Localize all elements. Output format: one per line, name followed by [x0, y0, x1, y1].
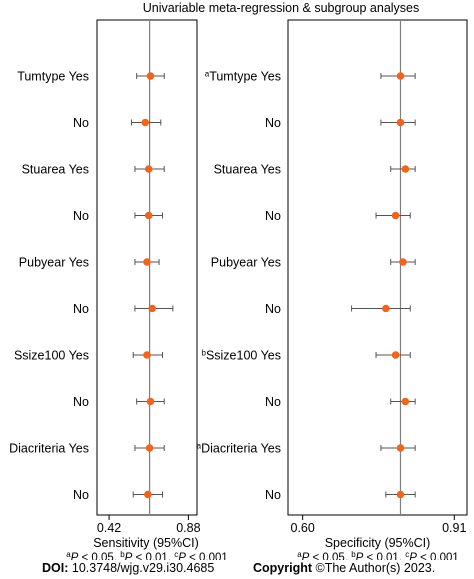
- sensitivity-estimate-point: [141, 118, 150, 127]
- sensitivity-row-label: No: [73, 302, 89, 316]
- specificity-row-label: aDiacriteria Yes: [197, 441, 281, 456]
- sensitivity-footnote: aP < 0.05, bP < 0.01, cP < 0.001: [66, 550, 228, 561]
- copyright-label: Copyright: [253, 561, 313, 575]
- sensitivity-estimate-point: [144, 165, 153, 173]
- specificity-x-tick-label: 0.60: [291, 521, 315, 535]
- citation-footer: DOI: 10.3748/wjg.v29.i30.4685 Copyright …: [0, 560, 474, 579]
- sensitivity-row-label: Diacriteria Yes: [9, 442, 89, 456]
- sensitivity-estimate-point: [145, 444, 154, 452]
- copyright-text: Copyright ©The Author(s) 2023.: [253, 561, 435, 575]
- copyright-value: ©The Author(s) 2023.: [312, 561, 436, 575]
- specificity-estimate-point: [382, 304, 390, 313]
- specificity-row-label: Stuarea Yes: [214, 163, 281, 177]
- specificity-row-label: aTumtype Yes: [205, 69, 281, 84]
- specificity-x-axis-label: Specificity (95%CI): [325, 536, 431, 550]
- sensitivity-x-axis-label: Sensitivity (95%CI): [93, 536, 199, 550]
- doi-value: 10.3748/wjg.v29.i30.4685: [68, 561, 215, 575]
- sensitivity-plot-frame: [96, 19, 198, 516]
- specificity-estimate-point: [391, 211, 400, 220]
- specificity-estimate-point: [396, 72, 405, 80]
- sensitivity-row-label: Ssize100 Yes: [14, 349, 89, 363]
- specificity-row-label: No: [265, 116, 281, 130]
- chart-title: Univariable meta-regression & subgroup a…: [143, 1, 420, 15]
- specificity-estimate-point: [401, 397, 410, 406]
- specificity-estimate-point: [396, 490, 405, 499]
- specificity-estimate-point: [396, 444, 405, 452]
- doi-label: DOI:: [42, 561, 69, 575]
- sensitivity-x-tick-label: 0.42: [97, 521, 121, 535]
- sensitivity-estimate-point: [148, 304, 156, 313]
- specificity-row-label: Pubyear Yes: [211, 256, 281, 270]
- specificity-estimate-point: [401, 165, 410, 173]
- sensitivity-row-label: No: [73, 395, 89, 409]
- sensitivity-estimate-point: [146, 72, 155, 80]
- specificity-estimate-point: [391, 351, 400, 359]
- sensitivity-row-label: Stuarea Yes: [22, 163, 89, 177]
- forest-plot-chart: Univariable meta-regression & subgroup a…: [9, 1, 468, 561]
- specificity-footnote: aP < 0.05, bP < 0.01, cP < 0.001: [297, 550, 459, 561]
- specificity-x-tick-label: 0.91: [442, 521, 466, 535]
- sensitivity-estimate-point: [146, 397, 155, 406]
- sensitivity-row-label: No: [73, 488, 89, 502]
- specificity-row-label: No: [265, 395, 281, 409]
- specificity-row-label: bSsize100 Yes: [201, 348, 281, 363]
- specificity-row-label: No: [265, 302, 281, 316]
- sensitivity-estimate-point: [144, 211, 153, 220]
- doi-text: DOI: 10.3748/wjg.v29.i30.4685: [42, 561, 214, 575]
- sensitivity-estimate-point: [143, 258, 151, 266]
- specificity-row-label: No: [265, 209, 281, 223]
- sensitivity-estimate-point: [143, 351, 151, 359]
- sensitivity-row-label: No: [73, 209, 89, 223]
- sensitivity-estimate-point: [144, 490, 152, 499]
- sensitivity-row-label: Pubyear Yes: [19, 256, 89, 270]
- sensitivity-row-label: No: [73, 116, 89, 130]
- specificity-plot-frame: [287, 19, 468, 516]
- sensitivity-x-tick-label: 0.88: [176, 521, 200, 535]
- specificity-row-label: No: [265, 488, 281, 502]
- sensitivity-row-label: Tumtype Yes: [17, 70, 89, 84]
- specificity-estimate-point: [396, 118, 405, 127]
- specificity-estimate-point: [399, 258, 407, 266]
